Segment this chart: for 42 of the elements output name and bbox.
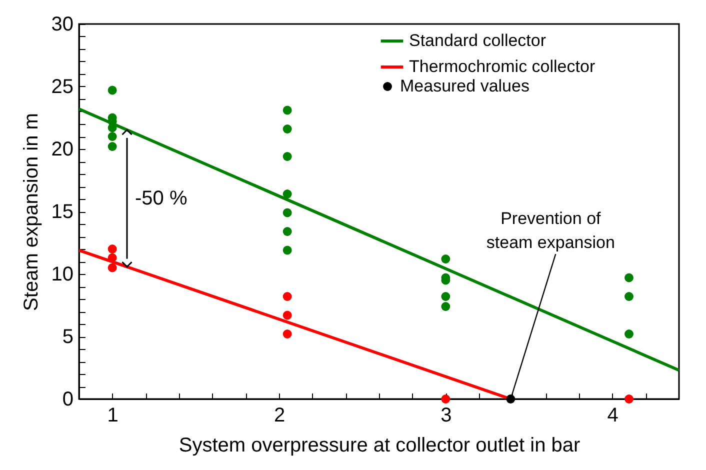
x-tick-label: 4 xyxy=(607,404,618,426)
point xyxy=(108,253,117,262)
point xyxy=(108,244,117,254)
y-tick-label: 0 xyxy=(62,388,74,410)
x-tick-label: 1 xyxy=(107,404,118,426)
point xyxy=(282,330,292,338)
point xyxy=(282,246,292,255)
y-tick-label: 15 xyxy=(51,201,74,223)
x-tick-label: 3 xyxy=(440,404,452,426)
point xyxy=(282,310,292,320)
point xyxy=(282,292,292,301)
point xyxy=(108,142,117,151)
point xyxy=(282,124,292,134)
point xyxy=(108,132,117,141)
point xyxy=(282,152,292,161)
y-tick-label: 25 xyxy=(51,76,74,98)
legend-label: Thermochromic collector xyxy=(409,57,596,76)
point xyxy=(282,208,292,218)
point xyxy=(108,86,117,95)
annotation: Prevention of steam expansion xyxy=(486,209,615,252)
point xyxy=(108,263,117,272)
x-axis-title: System overpressure at collector outlet in bar xyxy=(178,434,580,456)
legend-label: Standard collector xyxy=(409,31,546,50)
y-tick-label: 30 xyxy=(51,14,74,36)
point xyxy=(282,227,292,236)
legend-label: Measured values xyxy=(400,76,530,96)
point xyxy=(282,190,292,198)
annotation: -50 % xyxy=(135,187,188,210)
point xyxy=(441,254,450,264)
point xyxy=(441,302,450,311)
y-tick-label: 20 xyxy=(51,138,74,160)
y-tick-label: 10 xyxy=(51,264,74,286)
y-tick-label: 5 xyxy=(62,326,74,348)
point xyxy=(282,106,292,115)
point xyxy=(624,273,634,282)
x-tick-label: 2 xyxy=(274,404,286,426)
point xyxy=(441,394,450,404)
point xyxy=(624,330,634,338)
point xyxy=(624,394,634,404)
point xyxy=(624,292,634,301)
point xyxy=(441,292,450,301)
y-axis-title: Steam expansion in m xyxy=(20,113,42,311)
